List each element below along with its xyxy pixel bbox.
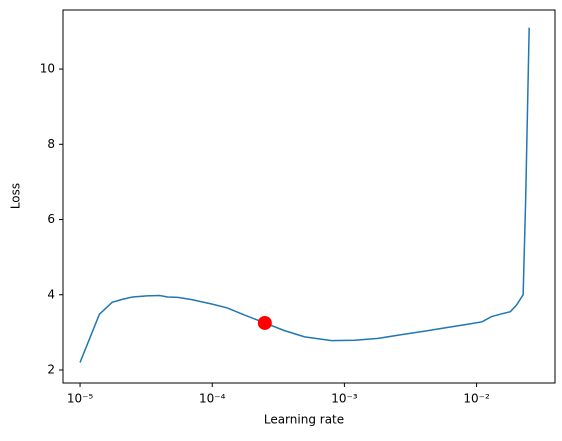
- x-axis-label: Learning rate: [264, 413, 344, 427]
- loss-line: [79, 27, 530, 363]
- x-tick-label: 10⁻⁵: [67, 392, 94, 406]
- y-tick-label: 4: [47, 287, 55, 301]
- y-tick-label: 2: [47, 362, 55, 376]
- y-axis-label: Loss: [9, 183, 23, 209]
- y-tick-label: 8: [47, 137, 55, 151]
- y-tick-label: 10: [40, 62, 55, 76]
- suggested-point: [257, 315, 272, 330]
- x-tick-label: 10⁻³: [331, 392, 358, 406]
- x-tick-label: 10⁻⁴: [199, 392, 226, 406]
- y-tick-label: 6: [47, 212, 55, 226]
- plot-frame: [62, 9, 556, 384]
- x-tick-label: 10⁻²: [463, 392, 490, 406]
